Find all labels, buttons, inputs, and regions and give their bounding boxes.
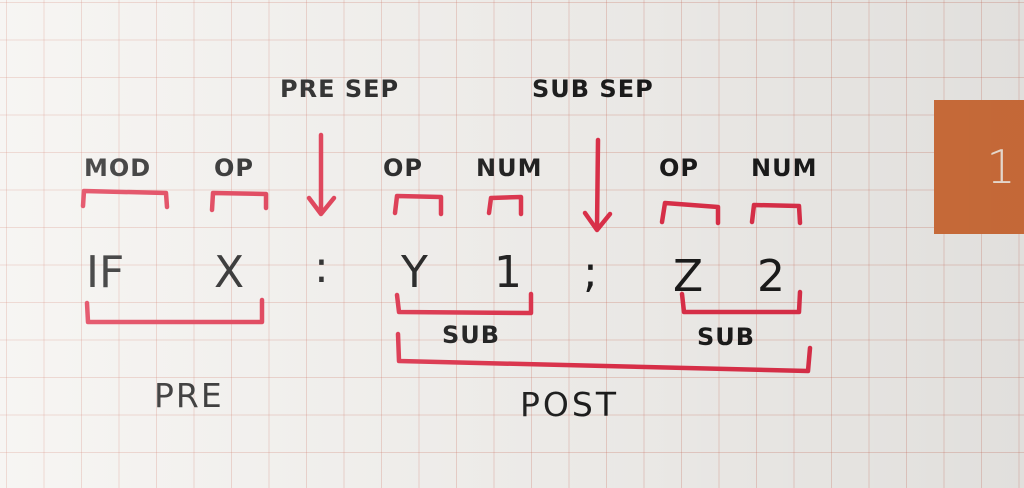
sub-label-1: SUB xyxy=(442,321,500,349)
op-label-1: OP xyxy=(214,154,254,182)
page-number-tab: 1 xyxy=(934,100,1024,234)
sub-sep-label: SUB SEP xyxy=(532,75,654,103)
num-label-2: NUM xyxy=(751,154,817,182)
op-label-2: OP xyxy=(383,154,423,182)
pre-sep-label: PRE SEP xyxy=(280,75,399,103)
sub-bracket-1 xyxy=(394,291,534,316)
op-label-3: OP xyxy=(659,154,699,182)
token-pre-separator: : xyxy=(314,242,329,293)
token-num-1: 1 xyxy=(494,247,522,298)
mod-bracket xyxy=(80,188,170,210)
num-bracket-1 xyxy=(486,194,524,217)
post-bracket xyxy=(395,331,813,374)
page-number: 1 xyxy=(986,140,1016,194)
num-label-1: NUM xyxy=(476,154,542,182)
token-op-z: Z xyxy=(673,251,703,302)
op-bracket-1 xyxy=(209,190,269,213)
sub-sep-arrow xyxy=(582,137,613,233)
token-sub-separator: ; xyxy=(583,247,598,298)
pre-bracket xyxy=(84,297,265,325)
sub-bracket-2 xyxy=(679,289,803,315)
post-label: POST xyxy=(520,385,619,424)
num-bracket-2 xyxy=(749,202,803,226)
pre-label: PRE xyxy=(154,376,224,415)
mod-label: MOD xyxy=(84,154,151,182)
token-op-y: Y xyxy=(400,247,428,298)
token-mod: IF xyxy=(86,247,124,298)
sub-label-2: SUB xyxy=(697,323,755,351)
token-op-x: X xyxy=(214,247,244,298)
op-bracket-2 xyxy=(392,193,444,217)
token-num-2: 2 xyxy=(757,251,785,302)
pre-sep-arrow xyxy=(306,132,337,217)
op-bracket-3 xyxy=(659,200,721,226)
